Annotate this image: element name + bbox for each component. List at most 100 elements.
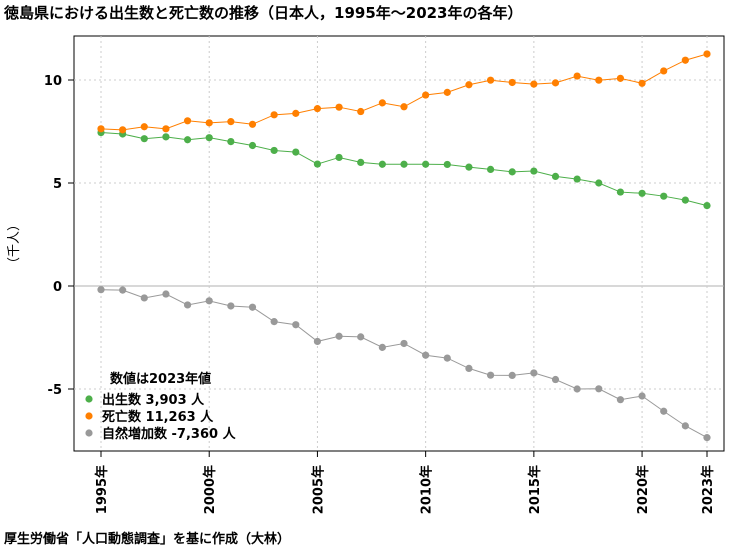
y-tick-label: -5 <box>48 383 62 398</box>
legend-title: 数値は2023年値 <box>110 371 211 387</box>
legend-marker <box>85 412 93 420</box>
data-point-deaths <box>357 107 365 116</box>
chart-title: 徳島県における出生数と死亡数の推移（日本人，1995年～2023年の各年） <box>4 4 523 22</box>
data-point-births <box>205 134 213 142</box>
y-tick-label: 5 <box>53 177 62 192</box>
grid-lines <box>74 36 724 451</box>
data-point-births <box>248 141 257 150</box>
series-line-deaths <box>100 53 708 131</box>
data-point-natural <box>140 294 148 302</box>
data-point-births <box>335 153 343 162</box>
data-point-births <box>486 165 495 174</box>
data-point-births <box>357 158 365 166</box>
data-point-deaths <box>227 118 235 126</box>
data-point-deaths <box>378 99 386 107</box>
data-point-deaths <box>551 79 560 87</box>
data-point-natural <box>551 375 560 384</box>
data-point-deaths <box>422 91 430 99</box>
series-line-births <box>100 132 708 207</box>
data-point-deaths <box>573 72 581 80</box>
legend-item-label: 自然増加数 -7,360 人 <box>102 426 237 442</box>
data-point-births <box>292 148 300 156</box>
data-point-births <box>400 160 408 168</box>
data-point-natural <box>292 321 300 329</box>
data-point-natural <box>227 302 235 310</box>
data-point-deaths <box>703 50 711 58</box>
data-point-births <box>378 160 386 168</box>
data-point-deaths <box>616 74 625 82</box>
data-point-natural <box>638 392 646 400</box>
data-point-natural <box>573 385 581 393</box>
data-point-deaths <box>97 125 105 133</box>
x-tick-label: 1995年 <box>94 465 110 514</box>
data-point-natural <box>616 396 625 404</box>
data-point-natural <box>313 337 322 346</box>
data-point-births <box>443 160 451 169</box>
x-tick-label: 2023年 <box>700 465 716 514</box>
data-point-deaths <box>183 117 192 125</box>
data-point-natural <box>595 385 603 393</box>
y-tick-label: 10 <box>44 74 62 89</box>
x-tick-label: 2010年 <box>419 465 435 514</box>
data-point-births <box>530 167 538 175</box>
data-point-deaths <box>400 103 408 111</box>
data-point-natural <box>508 371 516 380</box>
data-point-deaths <box>140 123 148 131</box>
legend-item-label: 出生数 3,903 人 <box>102 392 205 408</box>
data-point-deaths <box>248 120 257 128</box>
data-point-natural <box>205 297 213 305</box>
data-point-births <box>595 179 603 187</box>
data-point-births <box>422 160 430 168</box>
data-point-natural <box>530 369 538 377</box>
data-point-natural <box>357 333 365 341</box>
data-point-natural <box>422 351 430 359</box>
legend-item-label: 死亡数 11,263 人 <box>102 409 214 425</box>
legend-marker <box>85 395 93 403</box>
data-point-births <box>183 136 192 144</box>
data-point-deaths <box>205 119 213 127</box>
data-point-deaths <box>119 126 127 134</box>
data-point-births <box>227 137 235 146</box>
data-point-deaths <box>530 80 538 88</box>
data-point-deaths <box>465 81 473 89</box>
data-point-natural <box>660 407 668 415</box>
x-axis: 1995年 2000年 2005年 2010年 2015年 2020年 2023年 <box>94 451 716 514</box>
data-point-natural <box>183 301 192 309</box>
x-tick-label: 2020年 <box>635 465 651 514</box>
data-point-births <box>508 168 516 176</box>
series-group <box>97 50 711 442</box>
source-note: 厚生労働省「人口動態調査」を基に作成（大林） <box>4 532 291 547</box>
data-point-natural <box>681 422 689 430</box>
data-point-natural <box>443 354 451 362</box>
data-point-births <box>681 196 689 204</box>
data-point-births <box>660 192 668 200</box>
x-tick-label: 2005年 <box>310 465 326 514</box>
data-point-births <box>465 163 473 171</box>
data-point-deaths <box>443 88 451 96</box>
y-axis-label: （千人） <box>7 218 22 270</box>
data-point-deaths <box>313 105 322 113</box>
data-point-deaths <box>508 78 516 87</box>
series-births <box>97 128 711 210</box>
data-point-natural <box>162 290 170 298</box>
data-point-deaths <box>595 76 603 84</box>
data-point-natural <box>703 434 711 442</box>
data-point-births <box>313 160 322 168</box>
data-point-deaths <box>681 56 689 64</box>
data-point-deaths <box>638 79 646 87</box>
y-axis: -5 0 5 10 <box>44 74 74 398</box>
data-point-births <box>162 133 170 141</box>
data-point-deaths <box>486 76 495 84</box>
data-point-births <box>140 135 148 143</box>
data-point-deaths <box>660 67 668 75</box>
x-tick-label: 2000年 <box>202 465 218 514</box>
data-point-deaths <box>292 109 300 117</box>
data-point-natural <box>400 339 408 348</box>
data-point-natural <box>378 343 386 351</box>
data-point-deaths <box>270 111 278 119</box>
data-point-births <box>703 201 711 210</box>
data-point-natural <box>486 371 495 379</box>
data-point-natural <box>270 318 278 326</box>
